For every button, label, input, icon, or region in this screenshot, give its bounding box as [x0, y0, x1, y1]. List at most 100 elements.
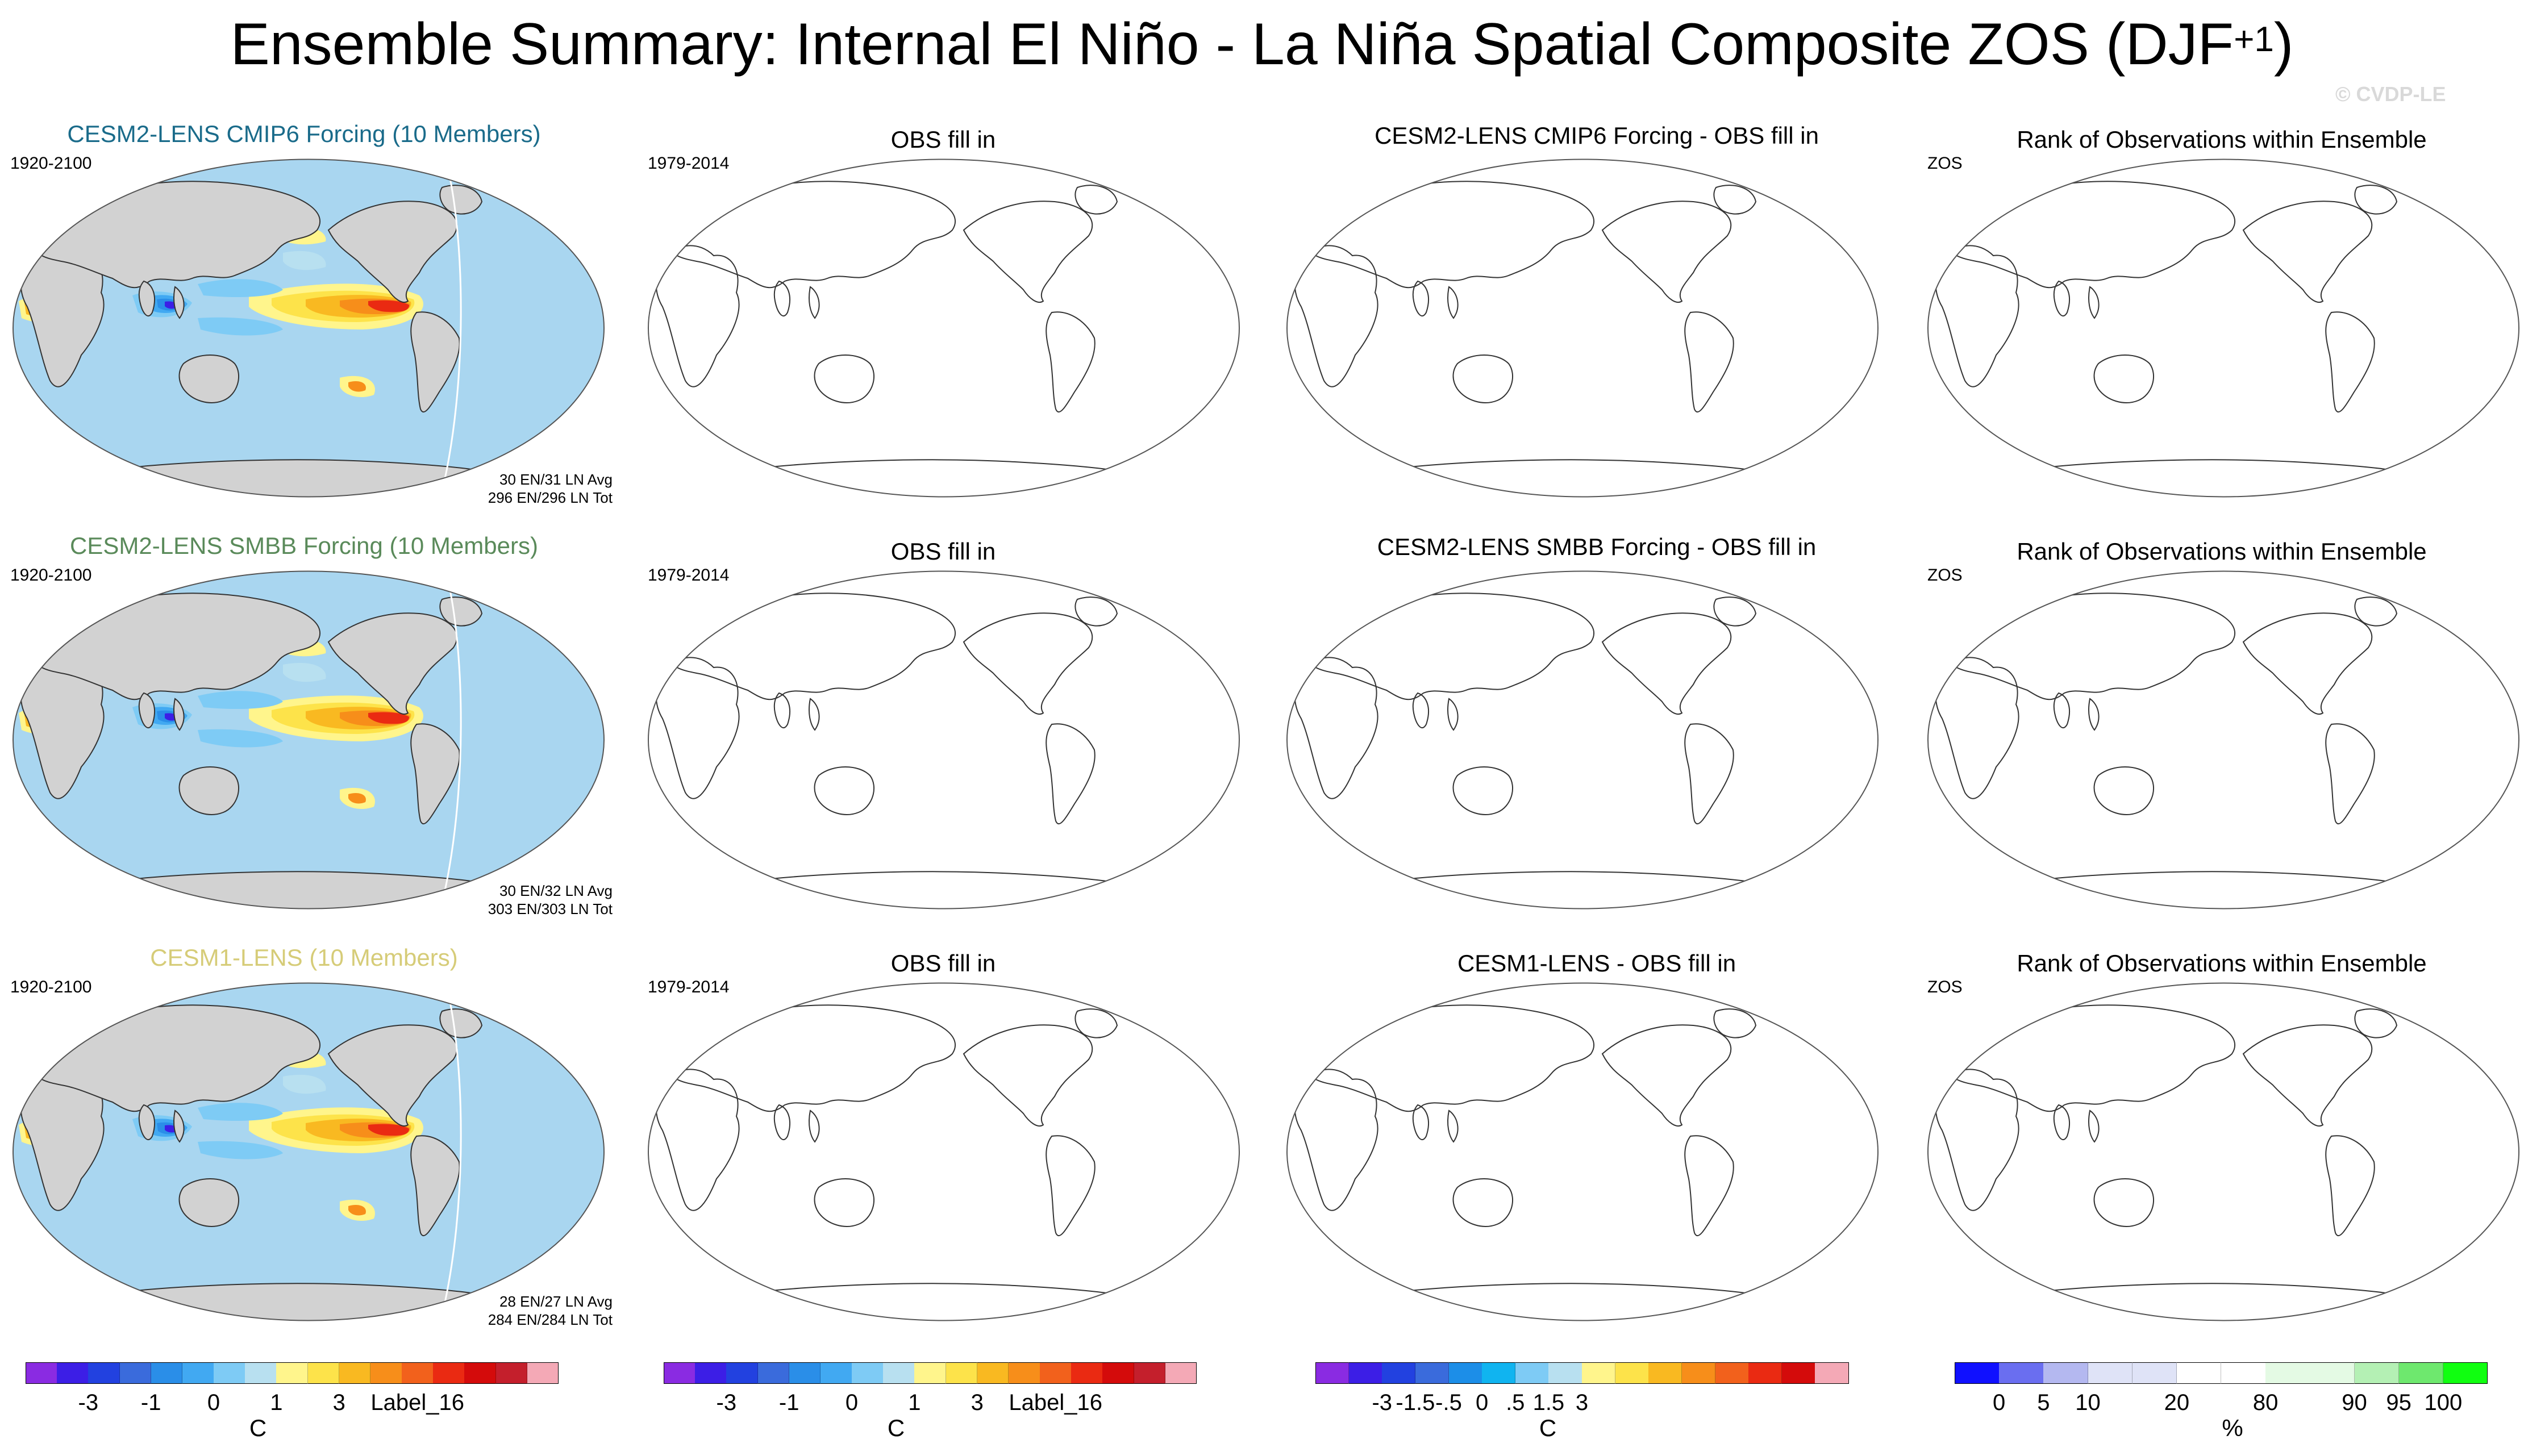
map-border — [1927, 570, 2519, 910]
anomaly-warm-8 — [348, 381, 366, 392]
colorbar-1-box — [151, 1362, 183, 1384]
obs-title-row1: OBS fill in — [890, 126, 996, 153]
map-border — [1927, 982, 2519, 1321]
land-australia — [2093, 1178, 2155, 1227]
map-border — [648, 158, 1240, 498]
colorbar-1-tick: Label_16 — [370, 1390, 465, 1415]
land-eurasia — [1306, 1004, 1595, 1112]
land-australia — [1452, 1178, 1514, 1227]
land-greenland — [1074, 596, 1118, 627]
land-australia — [814, 766, 875, 815]
land-southeast-asia — [2088, 1109, 2100, 1143]
land-india — [138, 280, 155, 317]
colorbar-4-tick: 5 — [2037, 1390, 2050, 1415]
land-australia — [2093, 354, 2155, 403]
anomaly-warm-4 — [368, 300, 409, 312]
land-south-america — [410, 723, 460, 825]
colorbar-1-box — [26, 1362, 57, 1384]
land-india — [2053, 692, 2070, 729]
rank-title-row1: Rank of Observations within Ensemble — [2017, 126, 2427, 153]
colorbar-3-box — [1315, 1362, 1350, 1384]
ensemble-title-row3: CESM1-LENS (10 Members) — [150, 944, 458, 971]
colorbar-3-box — [1815, 1362, 1849, 1384]
land-africa — [655, 1069, 740, 1211]
colorbar-4-tick: 20 — [2164, 1390, 2190, 1415]
land-greenland — [439, 185, 483, 215]
map-clip-group — [13, 159, 604, 497]
map-panel-row3-col2 — [648, 982, 1240, 1321]
land-north-america — [963, 201, 1093, 303]
land-africa — [1935, 1069, 2019, 1211]
colorbar-3-tick: -1.5 — [1396, 1390, 1435, 1415]
land-greenland — [1713, 1008, 1757, 1038]
colorbar-3-box — [1648, 1362, 1682, 1384]
anomaly-cool-6 — [283, 1074, 326, 1094]
land-south-america — [1046, 1135, 1096, 1237]
land-north-america — [963, 612, 1093, 715]
land-southeast-asia — [1447, 1109, 1459, 1143]
anomaly-warm-4 — [368, 712, 409, 724]
land-antarctica — [1368, 871, 1797, 909]
cyclic-seam — [441, 579, 462, 904]
anomaly-cool-5 — [198, 317, 283, 336]
colorbar-2-box — [820, 1362, 852, 1384]
colorbar-4-box — [2265, 1362, 2310, 1384]
colorbar-2-tick: 3 — [971, 1390, 984, 1415]
map-clip-group — [655, 593, 1159, 909]
land-antarctica — [2009, 1283, 2438, 1321]
land-north-america — [2242, 1024, 2373, 1127]
colorbar-3-box — [1748, 1362, 1782, 1384]
counts-row3: 28 EN/27 LN Avg 284 EN/284 LN Tot — [398, 1292, 613, 1329]
land-north-america — [1601, 612, 1732, 715]
obs-years-label-row1: 1979-2014 — [648, 154, 730, 173]
map-clip-group — [13, 571, 604, 909]
land-antarctica — [2009, 871, 2438, 909]
land-south-america — [1684, 1135, 1734, 1237]
anomaly-cool-4 — [198, 1103, 283, 1121]
ensemble-title-row1: CESM2-LENS CMIP6 Forcing (10 Members) — [67, 120, 541, 147]
land-south-america — [1046, 311, 1096, 413]
colorbar-1-tick: -3 — [78, 1390, 99, 1415]
anomaly-warm-4 — [368, 1124, 409, 1136]
anomaly-warm-8 — [348, 792, 366, 804]
colorbar-4-box — [1955, 1362, 2000, 1384]
land-south-america — [2325, 1135, 2375, 1237]
land-southeast-asia — [1447, 286, 1459, 319]
colorbar-2-tick: -3 — [716, 1390, 737, 1415]
colorbar-3-unit: C — [1539, 1415, 1557, 1441]
land-india — [1412, 692, 1429, 729]
colorbar-2-box — [1040, 1362, 1072, 1384]
map-border — [13, 570, 605, 910]
land-eurasia — [667, 593, 956, 700]
counts-row1: 30 EN/31 LN Avg 296 EN/296 LN Tot — [398, 470, 613, 507]
figure-title-text: Ensemble Summary: Internal El Niño - La … — [230, 11, 2234, 77]
map-border — [1927, 158, 2519, 498]
map-panel-row1-col4 — [1927, 158, 2519, 498]
land-greenland — [2354, 596, 2398, 627]
colorbar-2-box — [1134, 1362, 1166, 1384]
land-africa — [655, 245, 740, 387]
colorbar-2: -3 -1 0 1 3 Label_16 C — [664, 1362, 1197, 1447]
map-border — [1286, 570, 1879, 910]
rank-title-row3: Rank of Observations within Ensemble — [2017, 950, 2427, 977]
map-border — [648, 570, 1240, 910]
colorbar-2-tick: Label_16 — [1009, 1390, 1103, 1415]
map-border — [13, 158, 605, 498]
colorbar-2-box — [695, 1362, 727, 1384]
diff-title-row2: CESM2-LENS SMBB Forcing - OBS fill in — [1377, 533, 1817, 560]
counts-avg-row2: 30 EN/32 LN Avg — [499, 882, 613, 899]
map-panel-row3-col1 — [13, 982, 605, 1321]
figure-title-close: ) — [2273, 11, 2294, 77]
colorbar-4-box — [1999, 1362, 2044, 1384]
counts-tot-row1: 296 EN/296 LN Tot — [488, 489, 613, 506]
map-panel-row2-col3 — [1286, 570, 1879, 910]
map-border — [648, 982, 1240, 1321]
map-panel-row1-col1 — [13, 158, 605, 498]
colorbar-3-box — [1448, 1362, 1482, 1384]
land-south-america — [410, 1135, 460, 1237]
land-australia — [178, 766, 240, 815]
map-border — [1286, 158, 1879, 498]
colorbar-1-tick: -1 — [140, 1390, 161, 1415]
land-eurasia — [667, 1004, 956, 1112]
colorbar-3: -3 -1.5 -.5 0 .5 1.5 3 C — [1315, 1362, 1849, 1447]
